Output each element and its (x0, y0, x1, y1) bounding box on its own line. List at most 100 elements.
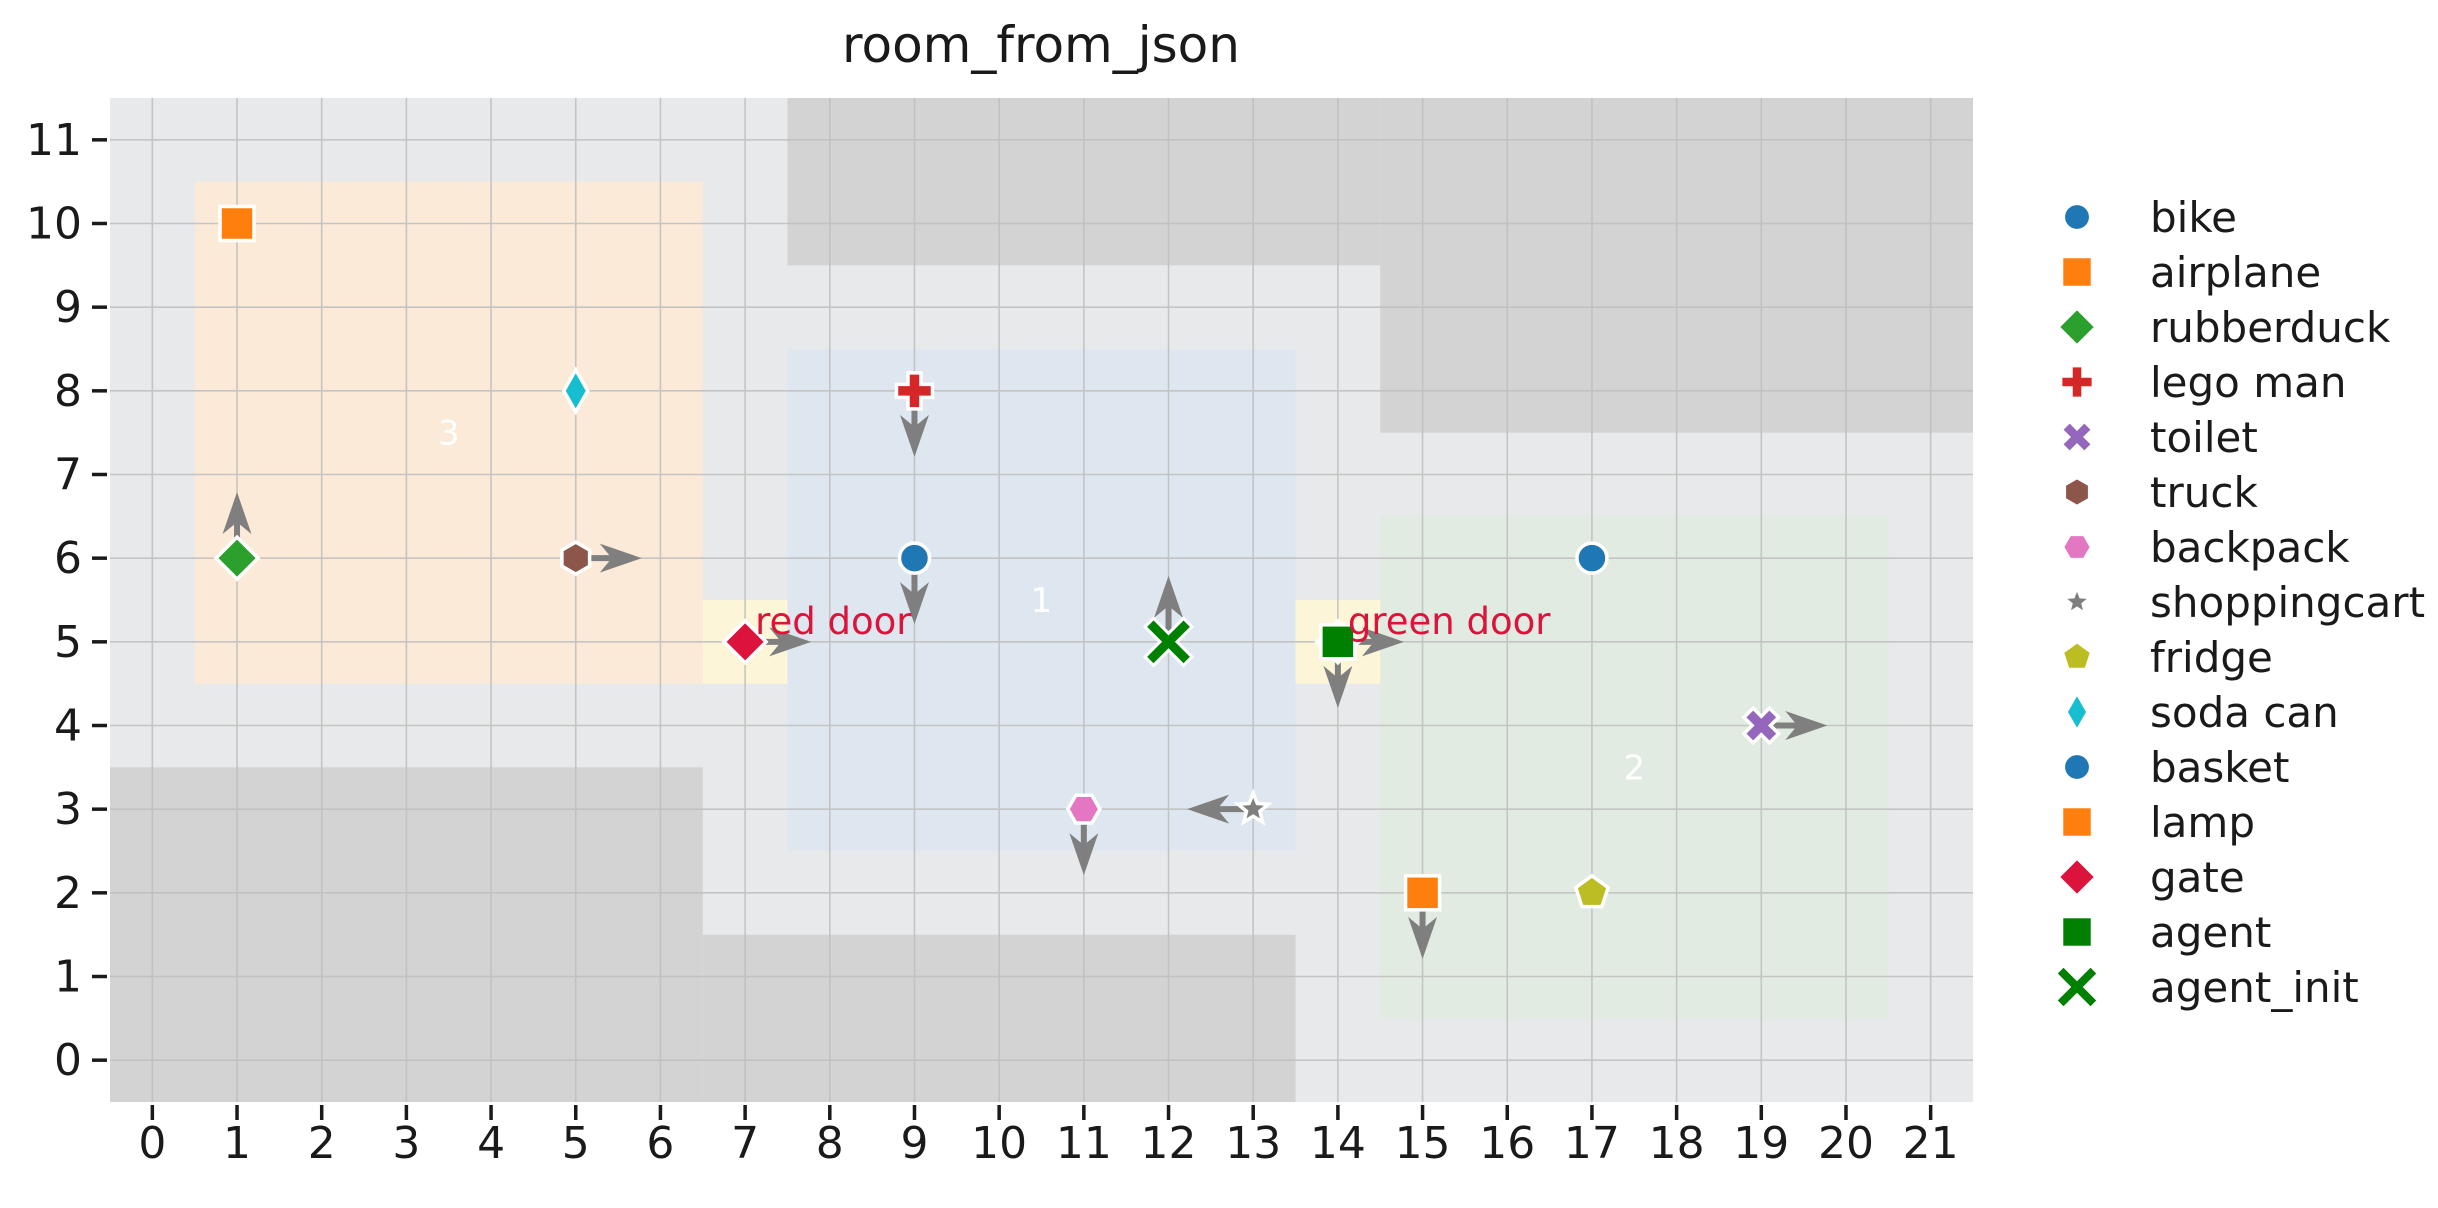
room-label-1: 1 (1031, 581, 1053, 621)
legend: bike airplane rubberduck lego man toilet truc… (2053, 193, 2425, 1012)
legend-label: airplane (2150, 248, 2321, 297)
marker-soda-can (561, 366, 590, 416)
y-tick-label: 7 (54, 450, 82, 501)
legend-item-rubberduck: rubberduck (2055, 303, 2391, 352)
y-tick-label: 10 (26, 199, 82, 250)
y-tick-label: 9 (54, 282, 82, 333)
legend-item-agent_init: agent_init (2053, 963, 2359, 1012)
marker-basket (1575, 541, 1609, 575)
legend-marker-basket (2061, 751, 2093, 783)
legend-item-airplane: airplane (2060, 248, 2321, 297)
legend-marker-agent (2060, 915, 2094, 949)
room-label-2: 2 (1623, 748, 1645, 788)
legend-marker-shoppingcart (2059, 583, 2095, 618)
x-tick-label: 21 (1903, 1118, 1959, 1169)
x-tick-label: 10 (971, 1118, 1027, 1169)
legend-marker-rubberduck (2055, 305, 2099, 349)
x-tick-label: 6 (646, 1118, 674, 1169)
marker-shoppingcart (1233, 788, 1273, 826)
legend-item-lamp: lamp (2060, 798, 2255, 847)
y-tick-label: 6 (54, 533, 82, 584)
legend-label: lamp (2150, 798, 2255, 847)
marker-toilet (1741, 705, 1782, 746)
legend-marker-toilet (2059, 419, 2095, 455)
marker-agent_init (1142, 616, 1195, 668)
legend-item-bike: bike (2061, 193, 2237, 242)
y-tick-label: 11 (26, 115, 82, 166)
legend-item-basket: basket (2061, 743, 2289, 792)
x-tick-label: 4 (477, 1118, 505, 1169)
legend-marker-truck (2062, 475, 2092, 509)
legend-item-backpack: backpack (2060, 523, 2350, 572)
legend-item-soda-can: soda can (2064, 688, 2339, 737)
legend-item-gate: gate (2055, 853, 2245, 902)
red-door-label: red door (755, 600, 912, 643)
legend-label: rubberduck (2150, 303, 2391, 352)
legend-item-fridge: fridge (2060, 633, 2273, 682)
legend-marker-soda-can (2064, 689, 2090, 735)
x-tick-label: 19 (1733, 1118, 1789, 1169)
legend-marker-lego-man (2059, 364, 2095, 400)
x-tick-label: 1 (223, 1118, 251, 1169)
x-tick-label: 14 (1310, 1118, 1366, 1169)
x-tick-label: 11 (1056, 1118, 1112, 1169)
x-tick-label: 9 (900, 1118, 928, 1169)
legend-item-agent: agent (2060, 908, 2271, 957)
x-tick-label: 8 (816, 1118, 844, 1169)
marker-bike (897, 541, 932, 575)
y-tick-label: 8 (54, 366, 82, 417)
legend-marker-agent_init (2053, 963, 2101, 1011)
legend-label: bike (2150, 193, 2237, 242)
y-tick-label: 5 (54, 617, 82, 668)
legend-label: fridge (2150, 633, 2273, 682)
legend-item-truck: truck (2062, 468, 2258, 517)
legend-marker-gate (2055, 855, 2099, 899)
gridlines (110, 98, 1973, 1102)
x-tick-label: 7 (731, 1118, 759, 1169)
y-tick-label: 4 (54, 701, 82, 752)
legend-label: agent (2150, 908, 2271, 957)
legend-marker-fridge (2060, 639, 2094, 671)
legend-label: lego man (2150, 358, 2347, 407)
room-area-1 (787, 349, 1296, 851)
marker-truck (560, 540, 592, 577)
legend-marker-bike (2061, 201, 2093, 233)
legend-label: shoppingcart (2150, 578, 2425, 627)
legend-label: backpack (2150, 523, 2350, 572)
x-tick-label: 13 (1225, 1118, 1281, 1169)
legend-label: gate (2150, 853, 2245, 902)
room-area-2 (1380, 516, 1889, 1019)
y-tick-label: 0 (54, 1035, 82, 1086)
marker-rubberduck (213, 534, 261, 582)
marker-gate (721, 618, 769, 666)
x-tick-label: 17 (1564, 1118, 1620, 1169)
marker-backpack (1065, 793, 1102, 825)
legend-marker-airplane (2060, 255, 2094, 289)
y-tick-label: 3 (54, 784, 82, 835)
legend-label: soda can (2150, 688, 2339, 737)
plot-title: room_from_json (842, 16, 1240, 74)
marker-agent (1319, 623, 1357, 661)
marker-fridge (1573, 873, 1611, 909)
x-tick-label: 18 (1649, 1118, 1705, 1169)
legend-label: basket (2150, 743, 2289, 792)
marker-lego-man (894, 371, 935, 411)
x-tick-label: 3 (392, 1118, 420, 1169)
x-tick-label: 0 (138, 1118, 166, 1169)
x-tick-label: 12 (1141, 1118, 1197, 1169)
legend-item-shoppingcart: shoppingcart (2059, 578, 2425, 627)
x-tick-label: 16 (1479, 1118, 1535, 1169)
x-tick-label: 20 (1818, 1118, 1874, 1169)
x-tick-label: 2 (308, 1118, 336, 1169)
legend-marker-backpack (2060, 532, 2094, 562)
green-door-label: green door (1348, 600, 1551, 643)
x-tick-label: 5 (562, 1118, 590, 1169)
legend-label: truck (2150, 468, 2258, 517)
legend-label: agent_init (2150, 963, 2359, 1012)
legend-item-lego-man: lego man (2059, 358, 2347, 407)
legend-label: toilet (2150, 413, 2258, 462)
marker-lamp (1403, 874, 1442, 912)
marker-airplane (218, 204, 256, 243)
